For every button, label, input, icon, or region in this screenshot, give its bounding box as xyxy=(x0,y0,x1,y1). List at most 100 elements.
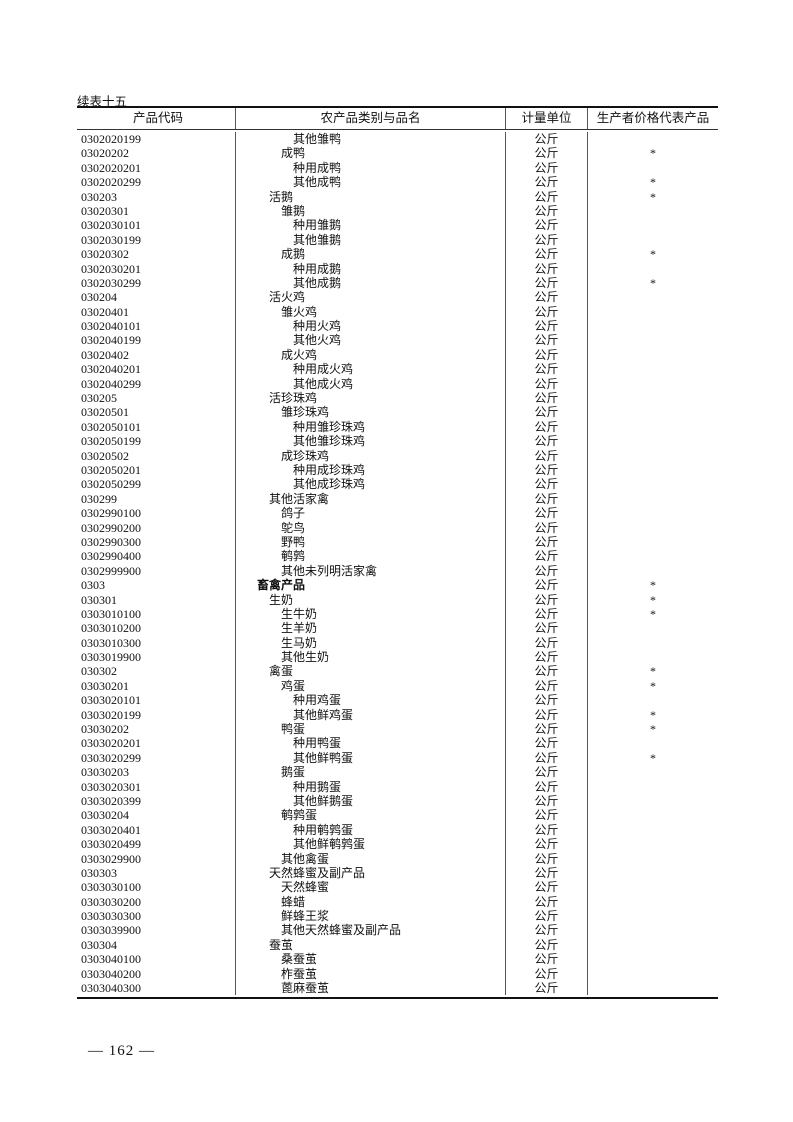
representative-mark: * xyxy=(650,678,656,693)
product-name: 成鸭 xyxy=(236,146,506,161)
product-code: 0303010300 xyxy=(77,635,236,651)
product-name: 其他成鹅 xyxy=(236,275,506,291)
product-name: 其他成鸭 xyxy=(236,175,506,190)
product-code: 03030203 xyxy=(77,765,236,780)
table-row: 0302990100 鸽子 公斤 xyxy=(77,506,718,521)
unit: 公斤 xyxy=(506,851,588,866)
product-name: 成鹅 xyxy=(236,247,506,262)
product-code: 0303030100 xyxy=(77,880,236,895)
unit: 公斤 xyxy=(506,448,588,463)
table-row: 0302030199 其他雏鹅 公斤 xyxy=(77,232,718,248)
table-row: 0303020299 其他鲜鸭蛋 公斤 * xyxy=(77,750,718,766)
product-code: 0302020199 xyxy=(77,132,236,147)
unit: 公斤 xyxy=(506,707,588,723)
product-code: 0302050101 xyxy=(77,419,236,435)
unit: 公斤 xyxy=(506,132,588,147)
representative-mark xyxy=(588,434,718,448)
product-name: 蓖麻蚕茧 xyxy=(236,981,506,996)
product-code: 0302020201 xyxy=(77,160,236,176)
table-row: 0303019900 其他生奶 公斤 xyxy=(77,650,718,665)
unit: 公斤 xyxy=(506,808,588,823)
product-name: 畜禽产品 xyxy=(236,578,506,593)
product-code: 0302050201 xyxy=(77,462,236,478)
representative-mark xyxy=(588,405,718,419)
product-name: 雏火鸡 xyxy=(236,304,506,320)
product-name: 其他成火鸡 xyxy=(236,376,506,392)
product-name: 其他鲜鹅蛋 xyxy=(236,793,506,809)
product-code: 03020301 xyxy=(77,203,236,219)
table-header: 产品代码 农产品类别与品名 计量单位 生产者价格代表产品 xyxy=(77,108,718,130)
unit: 公斤 xyxy=(506,693,588,708)
product-code: 03020502 xyxy=(77,448,236,463)
table-row: 03020502 成珍珠鸡 公斤 xyxy=(77,448,718,463)
product-name: 鹌鹑 xyxy=(236,549,506,564)
table-row: 0303029900 其他禽蛋 公斤 xyxy=(77,851,718,866)
unit: 公斤 xyxy=(506,621,588,636)
table-row: 0303020199 其他鲜鸡蛋 公斤 * xyxy=(77,707,718,723)
representative-mark xyxy=(588,549,718,563)
product-name: 其他雏珍珠鸡 xyxy=(236,434,506,449)
product-name: 其他成珍珠鸡 xyxy=(236,477,506,492)
product-code: 0302040199 xyxy=(77,333,236,348)
product-code: 0302040299 xyxy=(77,376,236,392)
product-code: 0303030300 xyxy=(77,909,236,924)
representative-mark xyxy=(588,909,718,923)
table-row: 0302040201 种用成火鸡 公斤 xyxy=(77,362,718,377)
product-code: 030299 xyxy=(77,491,236,507)
table-row: 0302990300 野鸭 公斤 xyxy=(77,534,718,550)
table-row: 0302050201 种用成珍珠鸡 公斤 xyxy=(77,462,718,478)
table-row: 0303039900 其他天然蜂蜜及副产品 公斤 xyxy=(77,923,718,938)
representative-mark xyxy=(588,923,718,937)
product-code: 030303 xyxy=(77,865,236,881)
representative-mark xyxy=(588,262,718,276)
product-code: 0303020399 xyxy=(77,793,236,809)
product-name: 野鸭 xyxy=(236,534,506,550)
table-row: 030301 生奶 公斤 * xyxy=(77,592,718,607)
representative-mark xyxy=(588,521,718,535)
representative-mark: * xyxy=(650,722,656,737)
table-row: 03030203 鹅蛋 公斤 xyxy=(77,765,718,780)
table-row: 0303020399 其他鲜鹅蛋 公斤 xyxy=(77,793,718,809)
unit: 公斤 xyxy=(506,218,588,233)
product-name: 种用成火鸡 xyxy=(236,362,506,377)
product-name: 其他雏鹅 xyxy=(236,232,506,248)
product-name: 生羊奶 xyxy=(236,621,506,636)
unit: 公斤 xyxy=(506,376,588,392)
product-name: 生奶 xyxy=(236,592,506,607)
representative-mark xyxy=(588,391,718,405)
table-row: 0303020499 其他鲜鹌鹑蛋 公斤 xyxy=(77,837,718,852)
unit: 公斤 xyxy=(506,736,588,751)
product-name: 种用鹅蛋 xyxy=(236,779,506,794)
unit: 公斤 xyxy=(506,275,588,291)
product-name: 生牛奶 xyxy=(236,606,506,622)
table-row: 0302050101 种用雏珍珠鸡 公斤 xyxy=(77,419,718,435)
representative-mark xyxy=(588,218,718,232)
table-row: 0302030101 种用雏鹅 公斤 xyxy=(77,218,718,233)
unit: 公斤 xyxy=(506,290,588,305)
representative-mark xyxy=(588,765,718,779)
unit: 公斤 xyxy=(506,923,588,938)
unit: 公斤 xyxy=(506,333,588,348)
representative-mark xyxy=(588,650,718,664)
unit: 公斤 xyxy=(506,506,588,521)
unit: 公斤 xyxy=(506,880,588,895)
product-name: 雏鹅 xyxy=(236,203,506,219)
product-code: 0303020499 xyxy=(77,837,236,852)
representative-mark: * xyxy=(650,275,656,290)
representative-mark: * xyxy=(650,247,656,262)
representative-mark xyxy=(588,535,718,549)
unit: 公斤 xyxy=(506,434,588,449)
representative-mark xyxy=(588,362,718,376)
product-name: 种用成珍珠鸡 xyxy=(236,462,506,478)
product-name: 蜂蜡 xyxy=(236,894,506,910)
table-row: 03020501 雏珍珠鸡 公斤 xyxy=(77,405,718,420)
product-code: 0303040200 xyxy=(77,966,236,982)
unit: 公斤 xyxy=(506,304,588,320)
product-code: 03020402 xyxy=(77,347,236,363)
product-name: 种用雏鹅 xyxy=(236,218,506,233)
representative-mark xyxy=(588,981,718,995)
product-code: 0302990400 xyxy=(77,549,236,564)
product-code: 0302050299 xyxy=(77,477,236,492)
table-row: 0303030300 鲜蜂王浆 公斤 xyxy=(77,909,718,924)
table-row: 03030202 鸭蛋 公斤 * xyxy=(77,722,718,737)
